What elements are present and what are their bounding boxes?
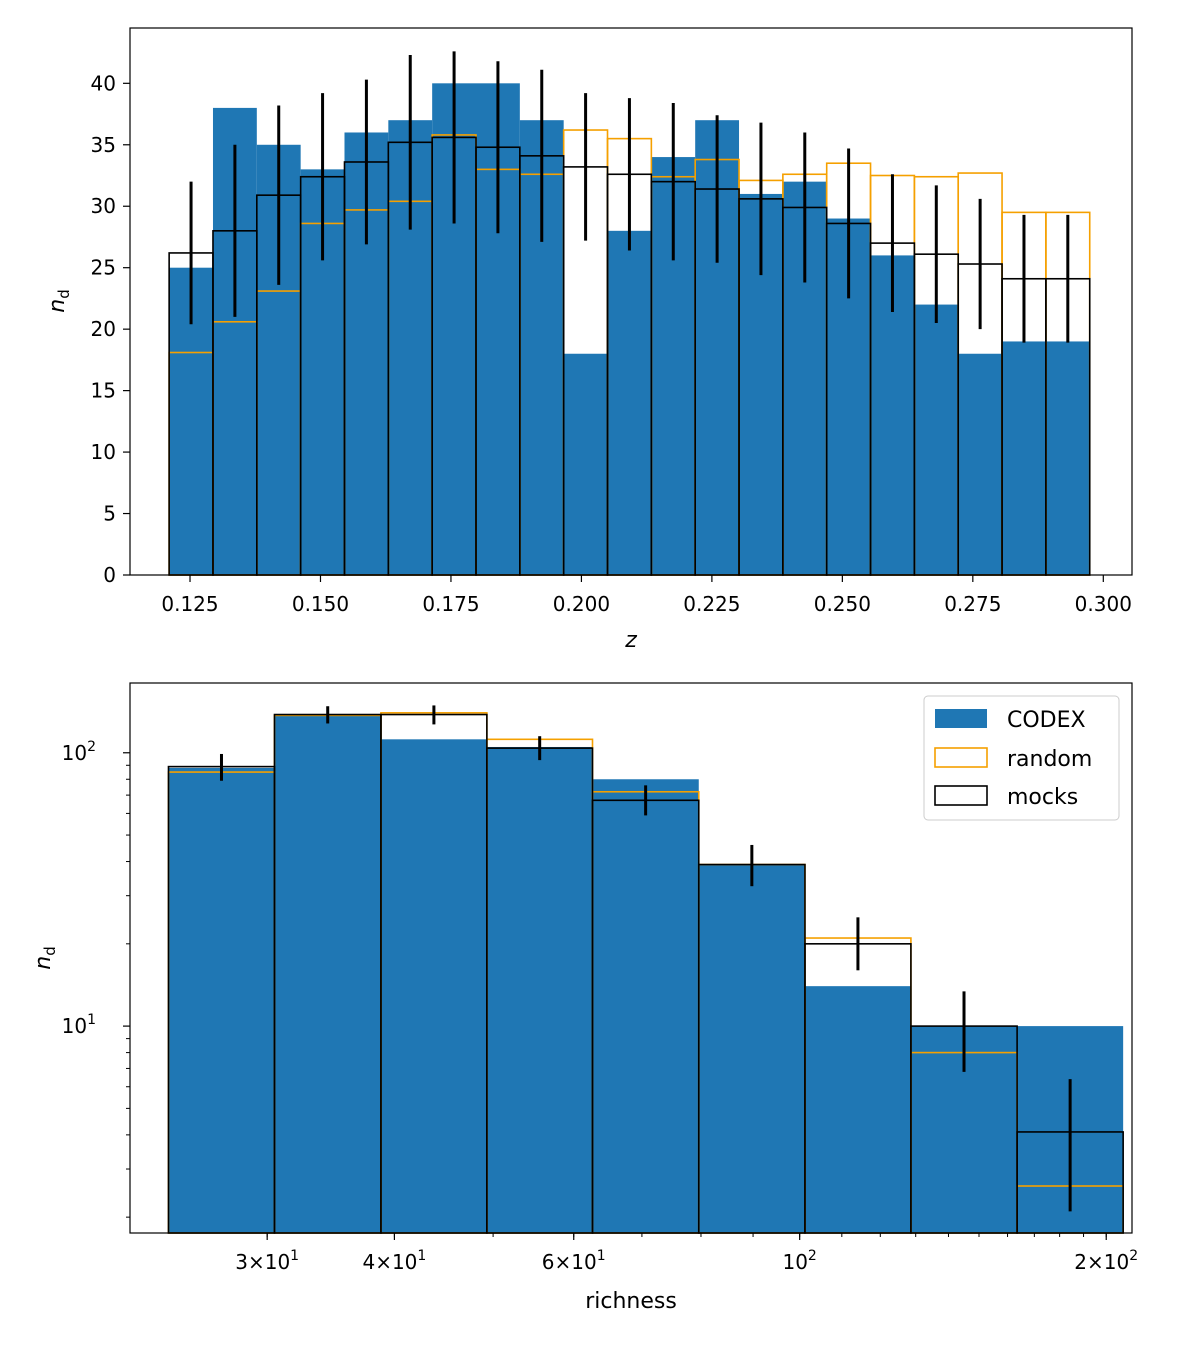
top-codex-bar xyxy=(914,304,959,575)
top-y-tick-label: 35 xyxy=(91,133,116,157)
top-x-tick-label: 0.175 xyxy=(422,592,479,616)
bottom-x-tick-label: 2×102 xyxy=(1074,1248,1138,1274)
legend-codex-label: CODEX xyxy=(1007,708,1086,733)
bottom-codex-bar xyxy=(804,986,911,1233)
top-y-tick-label: 25 xyxy=(91,256,116,280)
legend-mocks-swatch xyxy=(934,785,988,806)
top-x-tick-label: 0.275 xyxy=(944,592,1001,616)
top-codex-bar xyxy=(607,230,652,575)
top-axes-frame xyxy=(129,27,1133,576)
top-codex-bars xyxy=(169,83,1090,576)
legend-codex-swatch xyxy=(935,709,987,728)
top-x-tick-label: 0.150 xyxy=(292,592,349,616)
top-x-tick-label: 0.200 xyxy=(553,592,610,616)
top-y-tick-label: 30 xyxy=(91,194,116,218)
top-x-tick-label: 0.225 xyxy=(683,592,740,616)
bottom-codex-bar xyxy=(698,864,805,1233)
legend-random-label: random xyxy=(1007,747,1092,772)
bottom-x-tick-label: 6×101 xyxy=(542,1248,606,1274)
top-mocks-errorbars xyxy=(189,51,1070,343)
bottom-codex-bar xyxy=(274,714,381,1233)
top-y-tick-label: 40 xyxy=(91,71,116,95)
bottom-codex-bar xyxy=(168,767,275,1233)
top-codex-bar xyxy=(563,353,608,575)
top-y-tick-label: 20 xyxy=(91,317,116,341)
top-histogram-panel: 0.125 0.150 0.175 0.200 0.225 0.250 0.275 0.300… xyxy=(45,27,1133,653)
bottom-codex-bars xyxy=(168,714,1124,1233)
top-y-tick-label: 5 xyxy=(103,502,116,526)
top-x-axis-label: z xyxy=(624,628,637,653)
top-x-tick-label: 0.125 xyxy=(161,592,218,616)
top-y-ticks: 0 5 10 15 20 25 30 35 40 xyxy=(91,71,130,587)
top-x-tick-label: 0.300 xyxy=(1075,592,1132,616)
bottom-codex-bar xyxy=(592,779,699,1233)
bottom-x-tick-label: 3×101 xyxy=(235,1248,299,1274)
bottom-x-axis-label: richness xyxy=(585,1289,677,1314)
top-x-tick-label: 0.250 xyxy=(814,592,871,616)
legend-random-swatch xyxy=(934,747,988,768)
legend: CODEX random mocks xyxy=(923,695,1120,821)
top-x-ticks: 0.125 0.150 0.175 0.200 0.225 0.250 0.275 0.300 xyxy=(161,575,1132,616)
bottom-x-tick-label: 4×101 xyxy=(362,1248,426,1274)
bottom-axes-frame xyxy=(129,682,1133,1234)
bottom-mocks-errorbars xyxy=(219,705,1072,1212)
top-codex-bar xyxy=(958,353,1003,575)
bottom-x-ticks: 3×101 4×101 6×101 102 2×102 xyxy=(235,1233,1138,1274)
bottom-codex-bar xyxy=(486,746,593,1233)
legend-mocks-label: mocks xyxy=(1007,785,1078,810)
top-y-tick-label: 15 xyxy=(91,379,116,403)
top-codex-bar xyxy=(1002,341,1046,575)
top-y-tick-label: 10 xyxy=(91,440,116,464)
top-y-tick-label: 0 xyxy=(103,563,116,587)
top-codex-bar xyxy=(1045,341,1090,575)
bottom-codex-bar xyxy=(380,739,487,1233)
